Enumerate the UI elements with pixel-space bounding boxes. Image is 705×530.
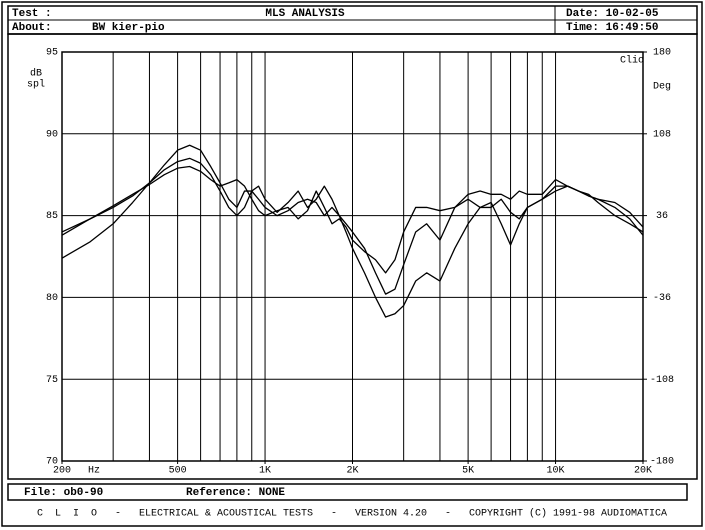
chart-title: MLS ANALYSIS <box>265 8 345 20</box>
y-tick-label: 85 <box>46 211 58 222</box>
x-tick-label: 200 <box>53 466 71 477</box>
y2-tick-label: -36 <box>653 293 671 304</box>
y2-tick-label: -180 <box>650 457 674 468</box>
plot-panel <box>7 33 698 480</box>
y-tick-label: 90 <box>46 129 58 140</box>
y-tick-label: 80 <box>46 293 58 304</box>
credits: C L I O - ELECTRICAL & ACOUSTICAL TESTS … <box>37 508 667 520</box>
file-box <box>7 483 688 501</box>
y2-axis-label: Deg <box>653 82 671 93</box>
x-tick-label: 2K <box>346 466 358 477</box>
y-axis-label: dB <box>30 68 42 80</box>
response-curve <box>61 157 644 295</box>
y2-tick-label: 36 <box>656 211 668 222</box>
y2-tick-label: 180 <box>653 48 671 59</box>
x-tick-label: 1K <box>259 466 271 477</box>
y-tick-label: 75 <box>46 375 58 386</box>
about-label: About: <box>12 22 52 34</box>
x-tick-label: 10K <box>547 466 565 477</box>
brand: Clio <box>620 55 644 67</box>
x-tick-label: 5K <box>462 466 474 477</box>
file: File: ob0-90 <box>24 487 103 499</box>
time: Time: 16:49:50 <box>566 22 658 34</box>
plot-border <box>61 51 644 462</box>
y2-tick-label: 108 <box>653 129 671 140</box>
response-curve <box>61 165 644 274</box>
date: Date: 10-02-05 <box>566 8 659 20</box>
y2-tick-label: -108 <box>650 375 674 386</box>
about: BW kier-pio <box>92 22 165 34</box>
y-tick-label: 70 <box>46 457 58 468</box>
y-tick-label: 95 <box>46 48 58 59</box>
x-tick-label: 20K <box>634 466 652 477</box>
reference: Reference: NONE <box>186 487 285 499</box>
x-tick-label: 500 <box>169 466 187 477</box>
x-axis-label: Hz <box>88 466 100 477</box>
test-label: Test : <box>12 8 52 20</box>
y-axis-label: spl <box>27 79 45 91</box>
